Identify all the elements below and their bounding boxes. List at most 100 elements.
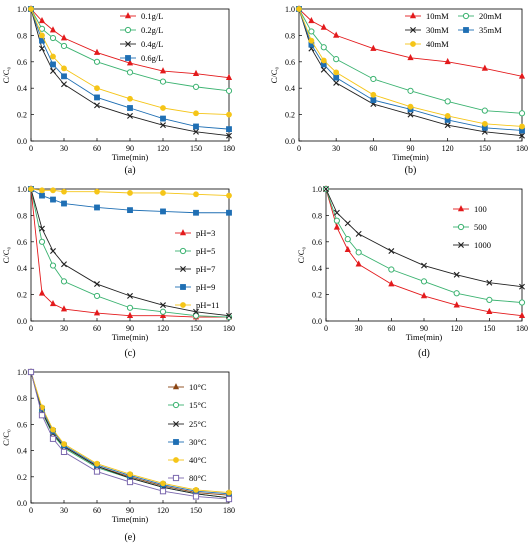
data-point — [192, 312, 200, 319]
legend-marker — [180, 284, 186, 290]
data-point — [355, 260, 362, 267]
data-point — [159, 67, 167, 74]
data-point — [407, 87, 414, 94]
legend-item: pH=3 — [175, 228, 215, 238]
x-tick-label: 150 — [190, 506, 202, 515]
legend-item: 1000 — [453, 240, 491, 250]
x-tick-label: 0 — [29, 324, 33, 333]
series-5 — [28, 186, 232, 199]
data-point — [50, 187, 56, 194]
y-tick-label: 0.8 — [285, 31, 295, 40]
data-point — [193, 110, 199, 117]
y-tick-label: 0.6 — [17, 238, 27, 247]
data-point — [193, 123, 199, 130]
x-tick-label: 120 — [157, 506, 169, 515]
legend-marker — [410, 41, 416, 47]
data-point — [193, 209, 199, 216]
x-tick-label: 120 — [157, 324, 169, 333]
y-tick-label: 1.0 — [17, 368, 27, 377]
x-tick-label: 0 — [324, 324, 328, 333]
y-tick-label: 1.0 — [17, 5, 27, 14]
data-point — [127, 207, 133, 214]
y-tick-label: 0.2 — [312, 291, 322, 300]
data-point — [333, 31, 340, 38]
data-point — [39, 225, 45, 232]
legend-label: pH=11 — [196, 300, 219, 310]
series-4 — [28, 186, 232, 216]
data-point — [60, 42, 68, 50]
legend-marker — [124, 12, 132, 19]
legend-label: 40°C — [189, 455, 207, 465]
data-point — [388, 266, 395, 273]
x-tick-label: 150 — [479, 144, 491, 153]
data-point — [225, 495, 233, 503]
data-point — [93, 468, 101, 475]
x-tick-label: 150 — [483, 324, 495, 333]
data-point — [160, 115, 166, 122]
legend-label: 0.4g/L — [141, 39, 163, 49]
series-6 — [27, 368, 233, 503]
series-2 — [27, 185, 233, 321]
data-point — [344, 245, 351, 253]
legend-label: 25°C — [189, 419, 207, 429]
series-5 — [28, 369, 232, 496]
data-point — [453, 290, 460, 297]
y-tick-label: 0.0 — [17, 137, 27, 146]
y-tick-label: 0.8 — [17, 31, 27, 40]
legend-label: 10°C — [189, 382, 207, 392]
legend-item: 30mM — [405, 25, 449, 35]
data-point — [407, 53, 414, 61]
data-point — [388, 248, 395, 255]
x-tick-label: 120 — [442, 144, 454, 153]
data-point — [127, 471, 133, 478]
legend-item: 500 — [453, 222, 487, 232]
y-tick-label: 0.2 — [17, 473, 27, 482]
legend-marker — [409, 12, 417, 19]
data-point — [296, 6, 302, 12]
data-point — [333, 217, 340, 224]
y-tick-label: 0.6 — [312, 238, 322, 247]
data-point — [308, 17, 315, 24]
x-tick-label: 180 — [223, 324, 235, 333]
series-5 — [28, 6, 232, 118]
x-tick-label: 60 — [93, 324, 101, 333]
data-point — [60, 448, 68, 456]
y-tick-label: 0.0 — [285, 137, 295, 146]
series-3 — [323, 186, 525, 290]
data-point — [49, 435, 57, 442]
data-point — [160, 302, 166, 309]
legend-marker — [463, 27, 469, 33]
data-point — [444, 113, 451, 119]
chart-panel-4: 0.0 0.2 0.4 0.6 0.8 1.0 0 30 60 90 120 150 180 Time(m… — [296, 185, 528, 359]
data-point — [60, 278, 68, 285]
y-tick-label: 0.2 — [17, 291, 27, 300]
legend-label: 30°C — [189, 437, 207, 447]
legend-item: pH=5 — [175, 246, 215, 256]
series-4 — [28, 6, 232, 133]
data-point — [61, 73, 67, 80]
data-point — [27, 368, 35, 376]
data-point — [39, 45, 45, 52]
legend-marker — [457, 223, 465, 231]
chart-panel-2: 0.0 0.2 0.4 0.6 0.8 1.0 0 30 60 90 120 150 180 Time(m… — [269, 5, 528, 176]
legend-label: pH=9 — [196, 282, 215, 292]
data-point — [193, 191, 199, 198]
data-point — [333, 74, 340, 81]
y-tick-label: 1.0 — [285, 5, 295, 14]
data-point — [225, 87, 233, 94]
chart-panel-5: 0.0 0.2 0.4 0.6 0.8 1.0 0 30 60 90 120 150 180 Time(m… — [1, 368, 235, 543]
legend-marker — [458, 242, 464, 248]
x-tick-label: 180 — [516, 324, 528, 333]
data-point — [193, 128, 199, 135]
data-point — [519, 123, 525, 130]
data-point — [193, 308, 199, 315]
legend: 100 500 1000 — [453, 204, 491, 250]
y-tick-label: 0.6 — [285, 58, 295, 67]
data-point — [50, 196, 56, 203]
data-point — [226, 489, 232, 496]
data-point — [225, 73, 233, 80]
data-point — [94, 94, 100, 101]
data-point — [226, 209, 232, 216]
data-point — [50, 68, 56, 75]
data-point — [49, 299, 57, 307]
